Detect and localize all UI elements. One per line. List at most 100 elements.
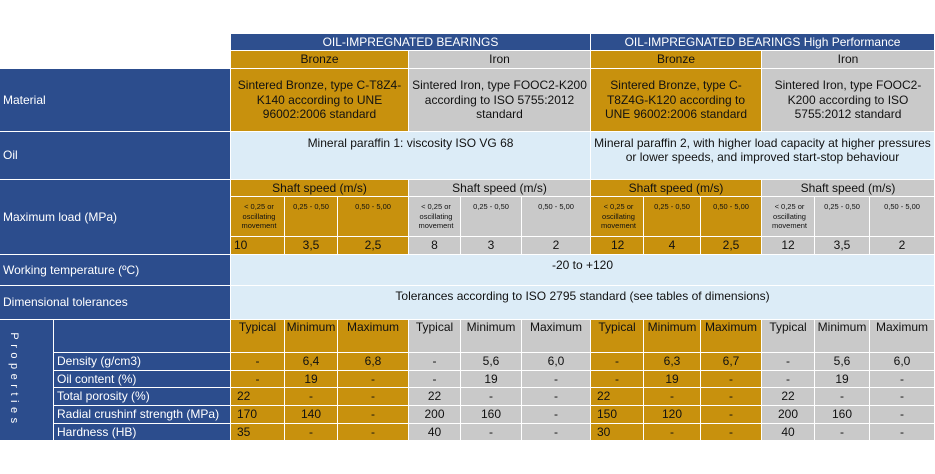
properties-column-header: Maximum: [522, 320, 591, 353]
property-value: -: [409, 371, 461, 388]
speed-range-low: < 0,25 or oscillating movement: [231, 197, 285, 237]
row-label-max-load: Maximum load (MPa): [0, 180, 231, 255]
properties-column-header: Minimum: [285, 320, 338, 353]
material-g2-bronze: Sintered Bronze, type C-T8Z4G-K120 accor…: [591, 69, 762, 132]
load-value: 2,5: [338, 237, 409, 255]
property-value: 40: [409, 424, 461, 441]
property-value: -: [285, 424, 338, 441]
property-value: 22: [409, 388, 461, 406]
row-label-working-temperature: Working temperature (ºC): [0, 255, 231, 286]
properties-column-header: Maximum: [701, 320, 762, 353]
property-value: 35: [231, 424, 285, 441]
load-value: 8: [409, 237, 461, 255]
property-value: 22: [231, 388, 285, 406]
properties-column-header: Minimum: [815, 320, 870, 353]
speed-range-high: 0,50 - 5,00: [870, 197, 935, 237]
property-value: -: [461, 388, 522, 406]
property-value: -: [591, 371, 644, 388]
load-value: 2,5: [701, 237, 762, 255]
property-value: -: [870, 424, 935, 441]
property-value: -: [461, 424, 522, 441]
property-value: -: [870, 388, 935, 406]
load-value: 2: [870, 237, 935, 255]
property-value: -: [815, 388, 870, 406]
property-value: -: [338, 371, 409, 388]
property-value: 6,0: [870, 353, 935, 371]
properties-column-header: Maximum: [338, 320, 409, 353]
row-label-oil: Oil: [0, 132, 231, 180]
property-value: 30: [591, 424, 644, 441]
group-header-standard: OIL-IMPREGNATED BEARINGS: [231, 34, 591, 51]
property-value: -: [231, 371, 285, 388]
load-value: 3,5: [285, 237, 338, 255]
material-g1-bronze: Sintered Bronze, type C-T8Z4-K140 accord…: [231, 69, 409, 132]
property-value: -: [870, 406, 935, 424]
property-value: -: [338, 424, 409, 441]
property-value: -: [409, 353, 461, 371]
property-value: 22: [591, 388, 644, 406]
property-value: -: [701, 424, 762, 441]
properties-column-header: Typical: [409, 320, 461, 353]
property-value: 120: [644, 406, 701, 424]
oil-g1: Mineral paraffin 1: viscosity ISO VG 68: [231, 132, 591, 180]
property-value: 6,7: [701, 353, 762, 371]
properties-column-header: Typical: [591, 320, 644, 353]
row-label-dimensional-tolerances: Dimensional tolerances: [0, 286, 231, 320]
subheader-bronze-1: Bronze: [231, 51, 409, 69]
shaft-speed-g2-iron: Shaft speed (m/s): [762, 180, 935, 197]
property-value: 160: [461, 406, 522, 424]
property-value: -: [762, 353, 815, 371]
material-g1-iron: Sintered Iron, type FOOC2-K200 according…: [409, 69, 591, 132]
speed-range-high: 0,50 - 5,00: [522, 197, 591, 237]
property-value: 200: [409, 406, 461, 424]
property-value: -: [231, 353, 285, 371]
material-g2-iron: Sintered Iron, type FOOC2-K200 according…: [762, 69, 935, 132]
property-value: 160: [815, 406, 870, 424]
property-value: -: [522, 388, 591, 406]
properties-header-blank: [54, 320, 231, 353]
property-label: Total porosity (%): [54, 388, 231, 406]
properties-column-header: Minimum: [644, 320, 701, 353]
row-label-material: Material: [0, 69, 231, 132]
speed-range-mid: 0,25 - 0,50: [461, 197, 522, 237]
property-value: -: [644, 388, 701, 406]
working-temperature-value: -20 to +120: [231, 255, 935, 286]
load-value: 12: [591, 237, 644, 255]
subheader-bronze-2: Bronze: [591, 51, 762, 69]
property-value: -: [870, 371, 935, 388]
dimensional-tolerances-value: Tolerances according to ISO 2795 standar…: [231, 286, 935, 320]
subheader-iron-1: Iron: [409, 51, 591, 69]
property-value: 150: [591, 406, 644, 424]
property-value: -: [762, 371, 815, 388]
property-value: -: [285, 388, 338, 406]
property-value: 40: [762, 424, 815, 441]
property-value: -: [815, 424, 870, 441]
properties-column-header: Typical: [762, 320, 815, 353]
load-value: 10: [231, 237, 285, 255]
property-value: -: [644, 424, 701, 441]
property-value: -: [522, 406, 591, 424]
property-value: 19: [461, 371, 522, 388]
property-label: Hardness (HB): [54, 424, 231, 441]
shaft-speed-g1-bronze: Shaft speed (m/s): [231, 180, 409, 197]
property-label: Radial crushinf strength (MPa): [54, 406, 231, 424]
property-value: 19: [644, 371, 701, 388]
speed-range-mid: 0,25 - 0,50: [285, 197, 338, 237]
property-value: 5,6: [461, 353, 522, 371]
property-value: -: [701, 388, 762, 406]
property-value: -: [591, 353, 644, 371]
shaft-speed-g2-bronze: Shaft speed (m/s): [591, 180, 762, 197]
property-value: 140: [285, 406, 338, 424]
property-label: Density (g/cm3): [54, 353, 231, 371]
speed-range-high: 0,50 - 5,00: [701, 197, 762, 237]
property-value: -: [522, 424, 591, 441]
property-value: -: [701, 406, 762, 424]
speed-range-low: < 0,25 or oscillating movement: [591, 197, 644, 237]
shaft-speed-g1-iron: Shaft speed (m/s): [409, 180, 591, 197]
properties-column-header: Minimum: [461, 320, 522, 353]
property-value: -: [522, 371, 591, 388]
load-value: 2: [522, 237, 591, 255]
load-value: 12: [762, 237, 815, 255]
speed-range-high: 0,50 - 5,00: [338, 197, 409, 237]
properties-column-header: Maximum: [870, 320, 935, 353]
